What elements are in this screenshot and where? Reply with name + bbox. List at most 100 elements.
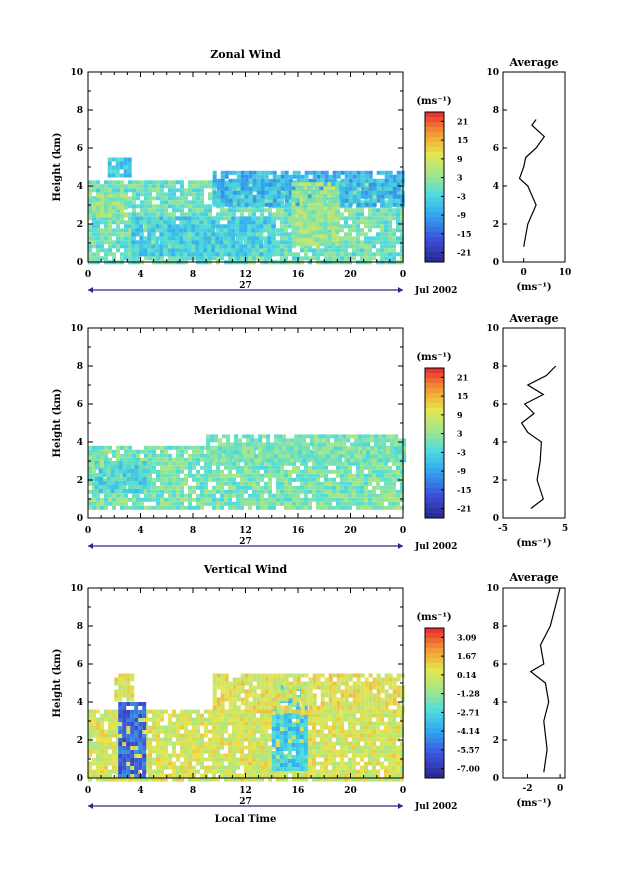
heatmap-cell	[372, 461, 376, 466]
heatmap-cell	[208, 477, 212, 482]
heatmap-cell	[199, 232, 204, 237]
heatmap-cell	[380, 469, 384, 474]
heatmap-cell	[179, 252, 184, 257]
heatmap-cell	[260, 757, 264, 762]
heatmap-cell	[171, 244, 176, 249]
heatmap-cell	[164, 457, 168, 462]
heatmap-cell	[312, 497, 316, 502]
heatmap-cell	[310, 454, 315, 459]
heatmap-cell	[204, 721, 208, 726]
heatmap-cell	[200, 777, 204, 782]
heatmap-cell	[147, 252, 152, 257]
heatmap-cell	[148, 741, 152, 746]
heatmap-cell	[122, 489, 127, 493]
heatmap-cell	[160, 188, 164, 193]
heatmap-cell	[152, 188, 156, 193]
heatmap-cell	[248, 170, 253, 175]
heatmap-cell	[372, 497, 376, 502]
heatmap-cell	[368, 489, 372, 494]
heatmap-cell	[136, 753, 140, 758]
heatmap-cell	[336, 252, 340, 257]
heatmap-cell	[264, 461, 268, 466]
heatmap-cell	[192, 184, 196, 189]
heatmap-cell	[248, 473, 252, 478]
heatmap-cell	[340, 465, 344, 470]
heatmap-cell	[180, 765, 184, 770]
heatmap-cell	[152, 777, 156, 782]
heatmap-cell	[142, 461, 147, 465]
heatmap-cell	[288, 489, 292, 494]
heatmap-cell	[384, 485, 388, 490]
heatmap-cell	[118, 485, 123, 489]
heatmap-cell	[224, 180, 228, 185]
heatmap-cell	[384, 505, 388, 510]
colorbar-tick-label: 9	[457, 154, 463, 164]
heatmap-cell	[104, 713, 108, 718]
heatmap-cell	[380, 477, 384, 482]
heatmap-cell	[92, 240, 96, 245]
heatmap-cell	[112, 713, 116, 718]
heatmap-cell	[328, 248, 332, 253]
heatmap-cell	[151, 236, 156, 241]
colorbar-frame	[424, 367, 445, 519]
heatmap-cell	[306, 450, 311, 455]
heatmap-cell	[200, 765, 204, 770]
heatmap-cell	[184, 765, 188, 770]
heatmap-cell	[256, 178, 261, 183]
heatmap-cell	[200, 445, 204, 450]
heatmap-cell	[104, 220, 108, 225]
heatmap-cell	[328, 174, 333, 179]
heatmap-cell	[388, 240, 392, 245]
heatmap-cell	[146, 461, 151, 465]
heatmap-cell	[376, 477, 380, 482]
heatmap-cell	[331, 210, 336, 215]
heatmap-cell	[124, 457, 128, 462]
heatmap-cell	[307, 210, 312, 215]
colorbar-segment	[425, 388, 444, 394]
heatmap-cell	[156, 753, 160, 758]
heatmap-cell	[156, 461, 160, 466]
heatmap-cell	[152, 721, 156, 726]
heatmap-cell	[244, 733, 248, 738]
heatmap-cell	[127, 173, 132, 178]
heatmap-cell	[268, 481, 272, 486]
heatmap-cell	[335, 210, 340, 215]
heatmap-cell	[360, 501, 364, 506]
heatmap-cell	[352, 186, 357, 191]
heatmap-cell	[152, 461, 156, 466]
heatmap-cell	[312, 493, 316, 498]
heatmap-cell	[291, 214, 296, 219]
heatmap-cell	[312, 465, 316, 470]
heatmap-cell	[204, 725, 208, 730]
heatmap-cell	[106, 485, 111, 489]
heatmap-cell	[128, 457, 132, 462]
heatmap-cell	[260, 473, 264, 478]
heatmap-cell	[304, 477, 308, 482]
heatmap-cell	[176, 477, 180, 482]
heatmap-cell	[199, 228, 204, 233]
heatmap-cell	[295, 182, 300, 187]
heatmap-cell	[184, 745, 188, 750]
heatmap-cell	[368, 244, 372, 249]
heatmap-cell	[168, 489, 172, 494]
heatmap-cell	[124, 741, 128, 746]
heatmap-cell	[308, 248, 312, 253]
heatmap-cell	[323, 214, 328, 219]
heatmap-cell	[100, 741, 104, 746]
heatmap-cell	[220, 194, 225, 199]
heatmap-cell	[180, 489, 184, 494]
heatmap-cell	[260, 761, 264, 766]
heatmap-cell	[132, 777, 136, 782]
heatmap-cell	[372, 252, 376, 257]
heatmap-cell	[236, 493, 240, 498]
heatmap-cell	[284, 473, 288, 478]
heatmap-cell	[314, 446, 319, 451]
heatmap-cell	[380, 186, 385, 191]
heatmap-cell	[247, 224, 252, 229]
heatmap-cell	[108, 741, 112, 746]
heatmap-cell	[252, 473, 256, 478]
heatmap-cell	[180, 457, 184, 462]
heatmap-cell	[132, 497, 136, 502]
heatmap-cell	[344, 224, 348, 229]
heatmap-cell	[200, 180, 204, 185]
